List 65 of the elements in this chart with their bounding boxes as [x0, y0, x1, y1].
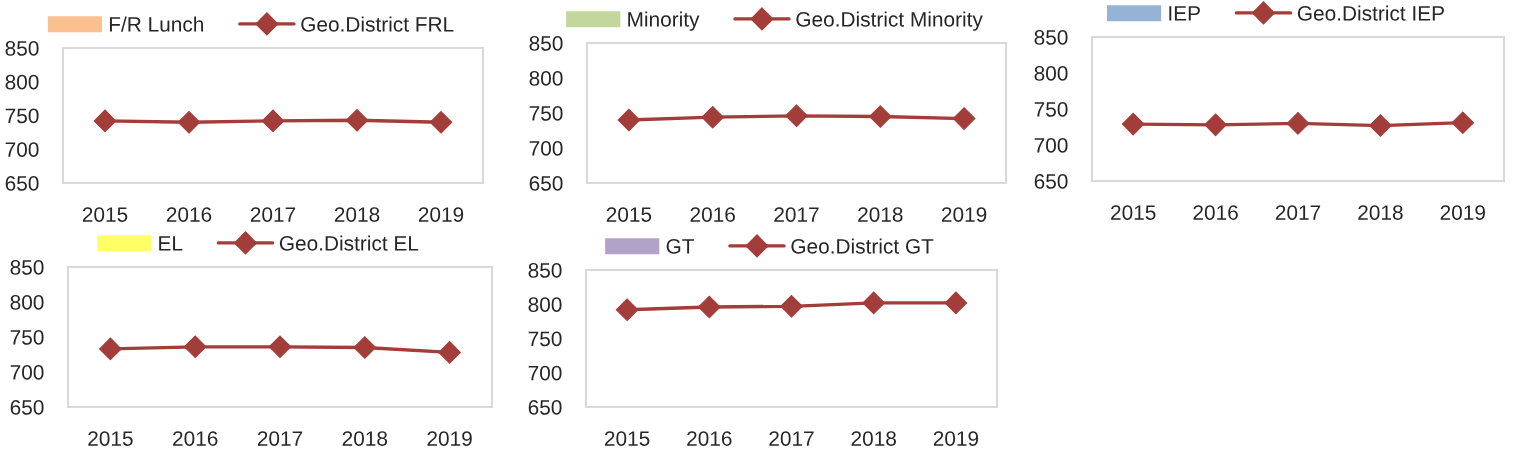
y-tick-label: 700 [528, 365, 562, 381]
legend-label: F/R Lunch [109, 16, 204, 32]
y-tick-label: 850 [10, 260, 44, 275]
y-tick-label: 750 [10, 330, 44, 345]
y-tick-label: 700 [1034, 138, 1068, 153]
y-tick-label: 750 [528, 331, 562, 347]
point [780, 294, 803, 318]
y-tick-label: 650 [528, 400, 562, 415]
y-tick-label: 850 [1034, 30, 1068, 45]
point [615, 298, 639, 322]
y-tick-label: 650 [1034, 174, 1068, 189]
x-tick-label: 2016 [173, 431, 218, 446]
legend-label: Geo.District GT [791, 238, 934, 254]
y-tick-label: 800 [1034, 66, 1068, 81]
y-tick-label: 650 [5, 176, 39, 191]
y-tick-label: 650 [10, 400, 44, 415]
y-tick-label: 750 [5, 108, 39, 124]
x-tick-label: 2016 [687, 431, 732, 446]
y-tick-label: 850 [528, 263, 562, 278]
legend-label: Geo.District IEP [1297, 5, 1444, 21]
y-tick-label: 800 [10, 295, 44, 310]
x-tick-label: 2015 [1111, 205, 1156, 220]
x-tick-label: 2015 [82, 207, 128, 222]
legend-label: EL [159, 236, 183, 251]
x-tick-label: 2017 [769, 431, 814, 446]
legend-label: Minority [628, 11, 700, 31]
legend-label: Geo.District FRL [301, 16, 454, 32]
y-tick-label: 700 [10, 365, 44, 380]
x-tick-label: 2019 [418, 207, 464, 222]
x-tick-label: 2015 [604, 431, 650, 446]
y-tick-label: 650 [529, 176, 563, 191]
x-tick-label: 2017 [774, 207, 819, 222]
x-tick-label: 2015 [88, 431, 133, 446]
x-tick-label: 2018 [1358, 205, 1403, 220]
legend-label: IEP [1169, 6, 1200, 21]
legend-label: Geo.District Minority [796, 11, 983, 31]
y-tick-label: 800 [529, 71, 563, 86]
x-tick-label: 2019 [427, 431, 472, 446]
y-tick-label: 850 [5, 41, 39, 56]
x-tick-label: 2019 [941, 207, 987, 222]
point [697, 295, 721, 319]
x-tick-label: 2018 [334, 207, 380, 222]
y-tick-label: 750 [1034, 102, 1068, 117]
x-tick-label: 2018 [342, 431, 388, 446]
x-tick-label: 2016 [1193, 205, 1238, 220]
x-tick-label: 2016 [166, 207, 212, 222]
x-tick-label: 2017 [1275, 205, 1321, 220]
point [944, 291, 968, 315]
x-tick-label: 2017 [257, 431, 303, 446]
x-tick-label: 2017 [250, 207, 296, 222]
y-tick-label: 850 [529, 36, 563, 51]
y-tick-label: 800 [5, 74, 39, 90]
x-tick-label: 2018 [858, 207, 903, 222]
x-tick-label: 2016 [690, 207, 735, 222]
x-tick-label: 2018 [851, 431, 896, 446]
x-tick-label: 2015 [606, 207, 652, 222]
x-tick-label: 2019 [933, 431, 979, 446]
legend-label: Geo.District EL [279, 235, 419, 251]
point [862, 291, 886, 315]
y-tick-label: 700 [5, 142, 39, 157]
y-tick-label: 700 [529, 141, 563, 156]
y-tick-label: 750 [529, 106, 563, 121]
legend-label: GT [666, 238, 695, 254]
x-tick-label: 2019 [1440, 205, 1485, 220]
y-tick-label: 800 [528, 297, 562, 312]
